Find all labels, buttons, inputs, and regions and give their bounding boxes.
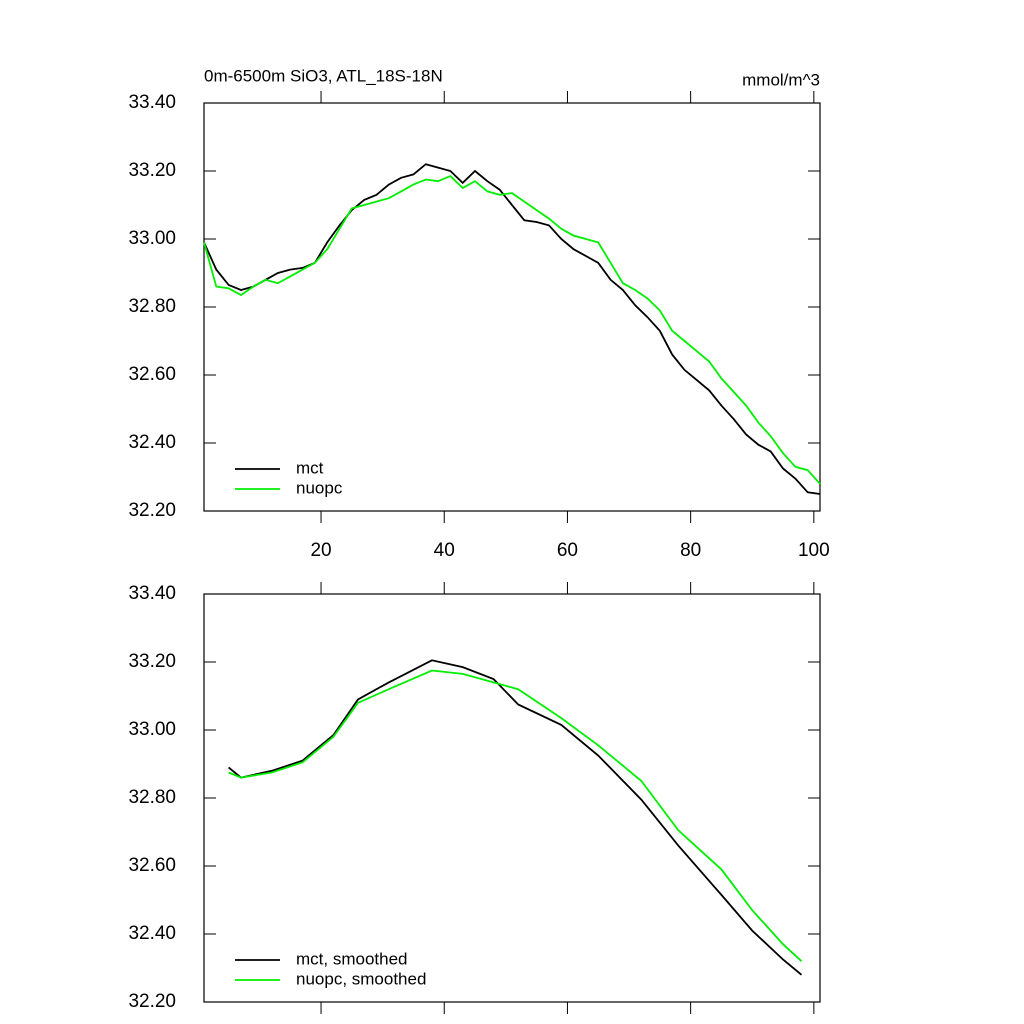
y-tick-label: 32.80 — [128, 787, 176, 808]
plot-frame — [203, 593, 821, 1003]
legend-label: mct, smoothed — [296, 949, 408, 968]
y-tick-label: 32.40 — [128, 923, 176, 944]
y-tick-label: 33.00 — [128, 228, 176, 249]
data-line — [228, 659, 803, 976]
x-tick-label: 80 — [680, 540, 701, 561]
legend-label: mct — [296, 458, 324, 477]
y-tick-label: 32.80 — [128, 296, 176, 317]
y-tick-label: 33.40 — [128, 92, 176, 113]
chart-title: 0m-6500m SiO3, ATL_18S-18N — [204, 66, 443, 85]
y-tick-label: 33.00 — [128, 719, 176, 740]
units-label: mmol/m^3 — [742, 70, 820, 89]
x-tick-label: 60 — [557, 540, 578, 561]
y-tick-label: 33.20 — [128, 160, 176, 181]
y-tick-label: 33.20 — [128, 651, 176, 672]
y-tick-label: 32.20 — [128, 500, 176, 521]
y-tick-label: 32.60 — [128, 855, 176, 876]
x-tick-label: 20 — [310, 540, 331, 561]
legend-label: nuopc, smoothed — [296, 969, 426, 988]
legend-label: nuopc — [296, 478, 343, 497]
y-tick-label: 32.40 — [128, 432, 176, 453]
y-tick-label: 32.20 — [128, 991, 176, 1012]
data-line — [203, 175, 821, 485]
y-tick-label: 33.40 — [128, 583, 176, 604]
y-tick-label: 32.60 — [128, 364, 176, 385]
data-line — [228, 669, 803, 962]
x-tick-label: 40 — [434, 540, 455, 561]
plot-frame — [203, 102, 821, 512]
x-tick-label: 100 — [798, 540, 830, 561]
data-line — [203, 163, 821, 495]
